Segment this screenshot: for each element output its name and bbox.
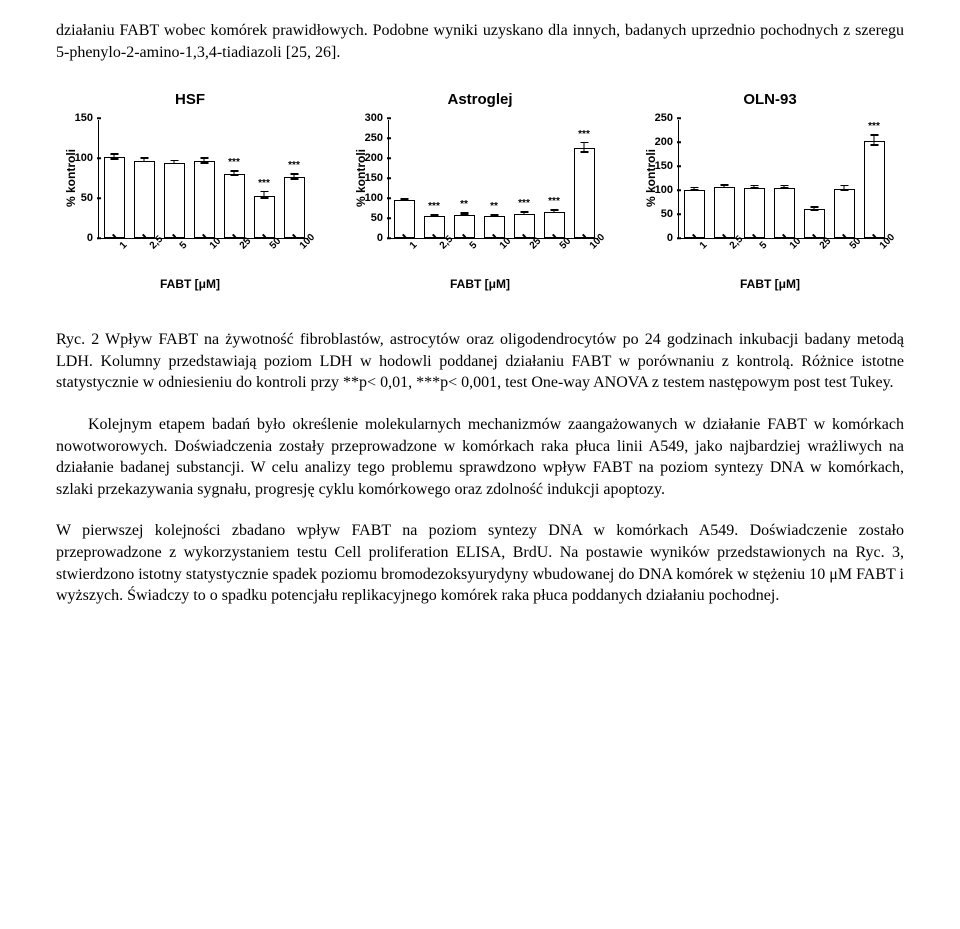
bar xyxy=(684,190,705,238)
xtick: 10 xyxy=(492,230,513,251)
error-bar xyxy=(264,191,265,199)
error-bar xyxy=(874,134,875,146)
ytick: 150 xyxy=(75,112,99,124)
error-bar xyxy=(434,214,435,217)
xtick: 10 xyxy=(202,230,223,251)
ytick: 200 xyxy=(655,136,679,148)
y-axis-label: % kontroli xyxy=(354,149,368,207)
bar xyxy=(744,188,765,238)
ytick: 250 xyxy=(655,112,679,124)
xtick: 25 xyxy=(232,230,253,251)
bar xyxy=(394,200,415,238)
error-bar xyxy=(234,170,235,176)
significance-marker: ** xyxy=(460,199,468,210)
significance-marker: *** xyxy=(428,201,440,212)
y-axis-label: % kontroli xyxy=(64,149,78,207)
ytick: 150 xyxy=(655,160,679,172)
error-bar xyxy=(404,198,405,201)
bar xyxy=(164,163,185,238)
y-axis-label: % kontroli xyxy=(644,149,658,207)
chart-hsf: HSF 05010015012,5510***25***50***100 % kon… xyxy=(56,91,324,301)
xtick: 50 xyxy=(842,230,863,251)
ytick: 0 xyxy=(667,232,679,244)
xtick: 25 xyxy=(522,230,543,251)
ytick: 0 xyxy=(377,232,389,244)
xtick: 50 xyxy=(262,230,283,251)
bar xyxy=(194,161,215,238)
error-bar xyxy=(524,211,525,215)
error-bar xyxy=(754,185,755,189)
error-bar xyxy=(114,153,115,159)
ytick: 100 xyxy=(365,192,389,204)
chart-title: OLN-93 xyxy=(636,91,904,108)
chart-oln-93: OLN-93 05010015020025012,55102550***100 % … xyxy=(636,91,904,301)
error-bar xyxy=(464,212,465,215)
error-bar xyxy=(694,187,695,191)
figure-caption: Ryc. 2 Wpływ FABT na żywotność fibroblas… xyxy=(56,329,904,394)
bar: *** xyxy=(224,174,245,238)
ytick: 50 xyxy=(661,208,679,220)
x-axis-label: FABT [μM] xyxy=(636,277,904,291)
error-bar xyxy=(784,185,785,189)
bar xyxy=(134,161,155,239)
body-paragraph-1: Kolejnym etapem badań było określenie mo… xyxy=(56,414,904,500)
ytick: 0 xyxy=(87,232,99,244)
error-bar xyxy=(724,184,725,188)
significance-marker: *** xyxy=(518,198,530,209)
x-axis-label: FABT [μM] xyxy=(56,277,324,291)
ytick: 150 xyxy=(365,172,389,184)
x-axis-label: FABT [μM] xyxy=(346,277,614,291)
significance-marker: *** xyxy=(548,196,560,207)
error-bar xyxy=(844,185,845,191)
ytick: 100 xyxy=(75,152,99,164)
significance-marker: ** xyxy=(490,201,498,212)
error-bar xyxy=(554,209,555,213)
error-bar xyxy=(584,142,585,153)
error-bar xyxy=(294,173,295,179)
significance-marker: *** xyxy=(228,157,240,168)
bar: *** xyxy=(574,148,595,238)
plot-area: 0501001502002503001***2,5**5**10***25***… xyxy=(388,119,598,239)
ytick: 200 xyxy=(365,152,389,164)
bar xyxy=(104,157,125,238)
plot-area: 05010015020025012,55102550***100 xyxy=(678,119,888,239)
xtick: 50 xyxy=(552,230,573,251)
error-bar xyxy=(204,157,205,163)
body-paragraph-2: W pierwszej kolejności zbadano wpływ FAB… xyxy=(56,520,904,606)
error-bar xyxy=(494,214,495,217)
error-bar xyxy=(144,157,145,162)
intro-paragraph: działaniu FABT wobec komórek prawidłowyc… xyxy=(56,20,904,63)
ytick: 100 xyxy=(655,184,679,196)
xtick: 25 xyxy=(812,230,833,251)
significance-marker: *** xyxy=(578,129,590,140)
ytick: 50 xyxy=(81,192,99,204)
chart-title: Astroglej xyxy=(346,91,614,108)
ytick: 250 xyxy=(365,132,389,144)
figure-charts-row: HSF 05010015012,5510***25***50***100 % kon… xyxy=(56,91,904,301)
error-bar xyxy=(174,160,175,165)
significance-marker: *** xyxy=(258,178,270,189)
significance-marker: *** xyxy=(288,160,300,171)
significance-marker: *** xyxy=(868,121,880,132)
xtick: 10 xyxy=(782,230,803,251)
chart-astroglej: Astroglej 0501001502002503001***2,5**5**1… xyxy=(346,91,614,301)
plot-area: 05010015012,5510***25***50***100 xyxy=(98,119,308,239)
ytick: 300 xyxy=(365,112,389,124)
ytick: 50 xyxy=(371,212,389,224)
error-bar xyxy=(814,206,815,211)
bar: *** xyxy=(864,141,885,238)
chart-title: HSF xyxy=(56,91,324,108)
